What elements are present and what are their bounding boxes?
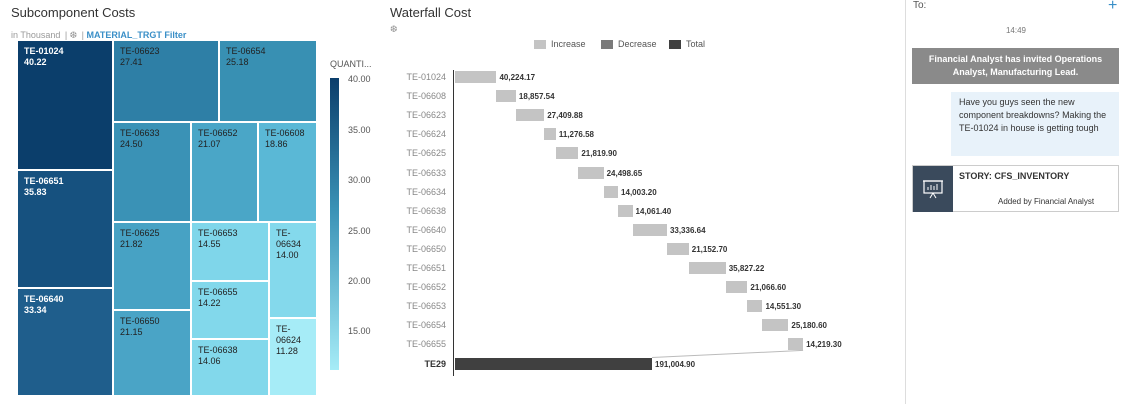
legend-tick: 25.00 [348,226,371,236]
waterfall-category-label: TE-06652 [406,282,446,293]
waterfall-bar[interactable] [455,71,497,83]
waterfall-category-label: TE-06655 [406,339,446,350]
waterfall-value-label: 21,819.90 [581,149,617,159]
waterfall-bar[interactable] [496,90,516,103]
color-legend-bar [330,78,339,370]
waterfall-value-label: 24,498.65 [606,168,643,178]
waterfall-bar[interactable] [788,338,804,351]
treemap-tile[interactable]: TE-06633 24.50 [113,122,191,222]
waterfall-value-label: 21,066.60 [750,283,787,293]
filter-link[interactable]: MATERIAL_TRGT Filter [86,30,187,40]
filter-icon[interactable]: ❆ [69,30,78,40]
legend-total: Total [669,39,705,50]
waterfall-category-label: TE-06650 [406,243,446,254]
waterfall-category-label: TE-06651 [406,263,446,273]
waterfall-value-label: 14,551.30 [765,302,802,312]
waterfall-bar[interactable] [688,262,726,274]
waterfall-total-bar[interactable] [455,357,652,370]
color-legend-title: QUANTI... [330,59,372,69]
system-message: Financial Analyst has invited Operations… [912,48,1119,84]
waterfall-value-label: 40,224.17 [499,73,536,82]
waterfall-bar[interactable] [515,109,545,122]
waterfall-value-label: 21,152.70 [691,244,728,254]
unit-label: in Thousand [11,30,61,40]
legend-tick: 15.00 [348,326,371,336]
treemap-subtitle-row: in Thousand | ❆ | MATERIAL_TRGT Filter [11,25,187,40]
legend-tick: 30.00 [348,175,371,185]
waterfall-value-label: 33,336.64 [669,225,706,235]
waterfall-bar[interactable] [603,185,619,198]
treemap-tile[interactable]: TE-06634 14.00 [269,222,317,318]
waterfall-category-label: TE-06623 [406,110,446,121]
waterfall-value-label: 18,857.54 [518,92,555,102]
treemap-tile[interactable]: TE-06652 21.07 [191,122,258,222]
waterfall-bar[interactable] [666,242,689,255]
legend-tick: 35.00 [348,125,371,135]
waterfall-bar[interactable] [762,319,789,332]
treemap-tile[interactable]: TE-06638 14.06 [191,339,269,396]
treemap-tile[interactable]: TE-06640 33.34 [17,288,113,396]
story-card[interactable]: STORY: CFS_INVENTORY Added by Financial … [912,165,1119,212]
waterfall-bar[interactable] [544,128,556,141]
treemap-title: Subcomponent Costs [11,5,136,20]
treemap-tile[interactable]: TE-06608 18.86 [258,122,317,222]
treemap-tile[interactable]: TE-06655 14.22 [191,281,269,339]
waterfall-category-label: TE-06653 [406,301,446,312]
treemap-tile[interactable]: TE-06651 35.83 [17,170,113,288]
waterfall-category-label: TE-06624 [406,129,446,140]
waterfall-value-label: 27,409.88 [547,111,583,121]
legend-tick: 20.00 [348,276,371,286]
treemap-tile[interactable]: TE-06650 21.15 [113,310,191,396]
waterfall-category-label: TE-06634 [406,186,446,197]
story-subtitle: Added by Financial Analyst [998,197,1095,206]
waterfall-value-label: 35,827.22 [728,264,765,273]
waterfall-value-label: 14,003.20 [621,187,657,197]
to-label: To: [913,0,927,11]
waterfall-bar[interactable] [578,166,604,179]
story-title[interactable]: STORY: CFS_INVENTORY [959,171,1070,181]
legend-increase: Increase [534,39,586,50]
waterfall-value-label: 11,276.58 [558,130,594,140]
treemap-tile[interactable]: TE-06625 21.82 [113,222,191,310]
waterfall-category-label: TE-06625 [406,148,446,159]
waterfall-category-label: TE-06638 [406,205,446,216]
waterfall-category-label: TE-06608 [406,91,446,102]
waterfall-category-label: TE-06654 [406,320,446,331]
separator: | [64,30,70,40]
waterfall-bar[interactable] [555,147,579,160]
treemap-tile[interactable]: TE-01024 40.22 [17,40,113,170]
connector-line [651,349,804,358]
waterfall-bar[interactable] [747,300,763,313]
treemap-tile[interactable]: TE-06654 25.18 [219,40,317,122]
collaboration-panel: To: + 14:49 Financial Analyst has invite… [905,0,1125,404]
message-time: 14:49 [1005,26,1027,35]
treemap-tile[interactable]: TE-06653 14.55 [191,222,269,281]
waterfall-title: Waterfall Cost [390,5,472,20]
waterfall-category-label: TE-06633 [406,167,446,178]
add-icon[interactable]: + [1108,0,1118,14]
waterfall-bar[interactable] [725,281,748,294]
legend-tick: 40.00 [348,74,371,84]
treemap-tile[interactable]: TE-06623 27.41 [113,40,219,122]
treemap-tile[interactable]: TE-06624 11.28 [269,318,317,396]
presentation-icon [913,166,953,212]
waterfall-value-label: 25,180.60 [791,321,827,331]
waterfall-value-label: 14,061.40 [635,206,672,216]
filter-icon[interactable]: ❆ [390,24,398,34]
waterfall-axis [453,70,454,376]
waterfall-bar[interactable] [632,223,667,236]
separator: | [81,30,87,40]
legend-decrease: Decrease [601,39,657,50]
waterfall-value-label: 14,219.30 [806,340,842,350]
user-message: Have you guys seen the new component bre… [951,92,1119,156]
waterfall-value-label: 191,004.90 [655,359,696,369]
waterfall-bar[interactable] [618,204,633,217]
treemap: TE-01024 40.22 TE-06651 35.83 TE-06640 33.3… [17,40,317,396]
waterfall-category-label: TE-06640 [406,224,446,235]
waterfall-category-label: TE29 [424,358,446,369]
waterfall-category-label: TE-01024 [406,72,446,82]
